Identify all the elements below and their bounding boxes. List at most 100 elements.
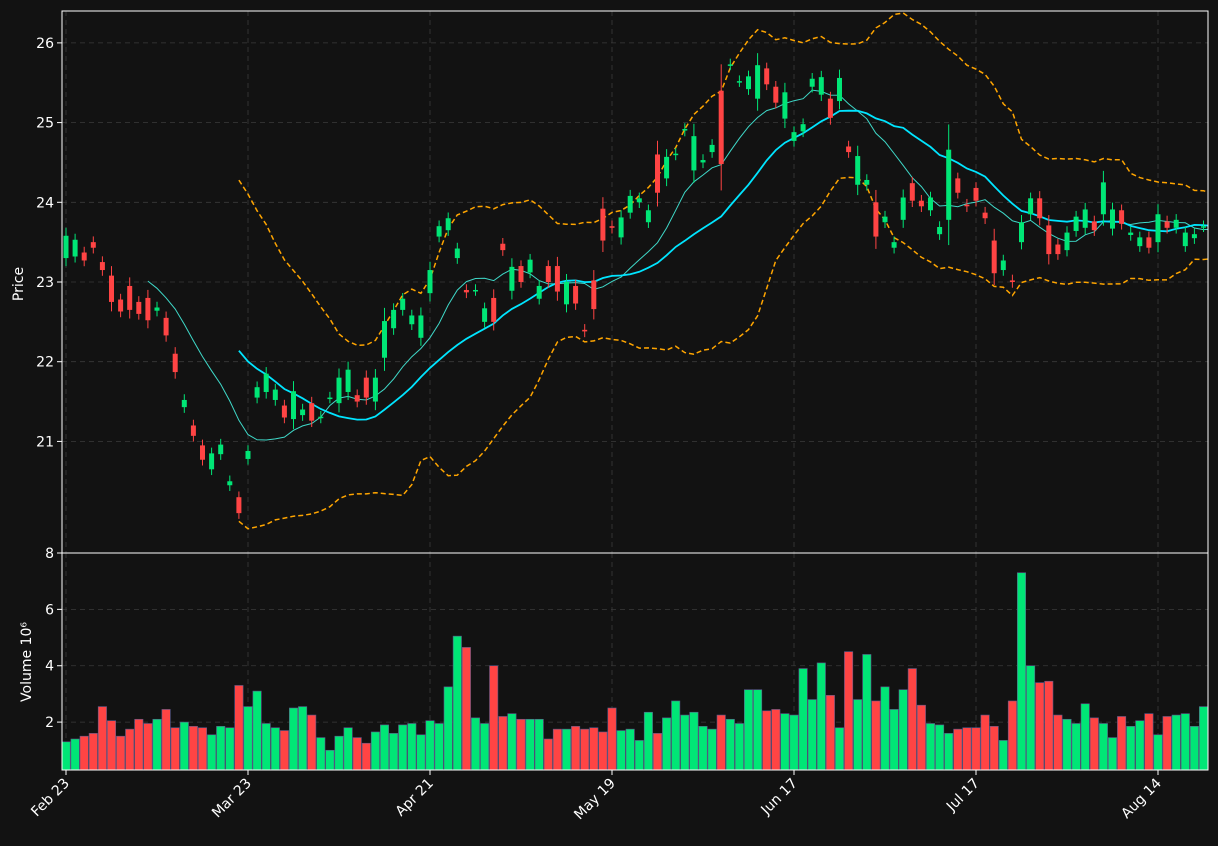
- candle-body: [264, 374, 269, 392]
- price-tick-label: 23: [36, 275, 54, 291]
- candle-body: [409, 315, 414, 324]
- candle-body: [100, 262, 105, 270]
- candle-body: [91, 242, 96, 248]
- candle-body: [1137, 237, 1142, 246]
- volume-bar: [653, 733, 661, 770]
- candle-body: [610, 226, 615, 228]
- volume-bar: [371, 732, 379, 770]
- candle-body: [209, 453, 214, 469]
- candle-body: [746, 76, 751, 89]
- volume-bar: [526, 719, 534, 770]
- price-tick-label: 21: [36, 434, 54, 450]
- volume-bar: [1036, 683, 1044, 770]
- volume-bar: [681, 715, 689, 770]
- volume-tick-label: 8: [45, 546, 54, 562]
- volume-bar: [417, 735, 425, 770]
- candle-body: [646, 210, 651, 222]
- candle-body: [464, 290, 469, 292]
- volume-bar: [690, 712, 698, 770]
- volume-bar: [253, 691, 261, 770]
- candle-body: [500, 244, 505, 250]
- candle-body: [564, 282, 569, 304]
- volume-bar: [1127, 726, 1135, 770]
- volume-bar: [308, 715, 316, 770]
- volume-bar: [1063, 719, 1071, 770]
- candle-body: [1019, 222, 1024, 242]
- volume-bar: [444, 687, 452, 770]
- candle-body: [364, 378, 369, 398]
- volume-bar: [817, 663, 825, 770]
- volume-bar: [262, 724, 270, 771]
- volume-tick-label: 4: [45, 659, 54, 675]
- candle-body: [291, 391, 296, 419]
- candle-body: [873, 202, 878, 236]
- volume-bar: [217, 726, 225, 770]
- candle-body: [155, 308, 160, 311]
- candle-body: [582, 330, 587, 332]
- volume-tick-label: 2: [45, 715, 54, 731]
- volume-bar: [344, 728, 352, 770]
- volume-bar: [1008, 701, 1016, 770]
- volume-bar: [981, 715, 989, 770]
- volume-bar: [617, 731, 625, 770]
- candle-body: [546, 266, 551, 282]
- candle-body: [1119, 210, 1124, 224]
- volume-bar: [854, 700, 862, 770]
- candle-body: [1128, 233, 1133, 235]
- candle-body: [701, 160, 706, 162]
- volume-bar: [763, 711, 771, 770]
- price-tick-label: 25: [36, 116, 54, 132]
- candle-body: [1174, 220, 1179, 228]
- volume-bar: [571, 726, 579, 770]
- candle-body: [300, 410, 305, 416]
- candle-body: [191, 425, 196, 435]
- volume-bar: [298, 707, 306, 770]
- candle-body: [764, 68, 769, 84]
- volume-bar: [135, 719, 143, 770]
- volume-bar: [863, 654, 871, 770]
- volume-bar: [380, 725, 388, 770]
- candle-body: [810, 79, 815, 87]
- candle-body: [955, 178, 960, 192]
- candle-body: [118, 300, 123, 312]
- volume-bar: [935, 725, 943, 770]
- volume-bar: [426, 721, 434, 770]
- candle-body: [318, 417, 323, 419]
- candle-body: [327, 398, 332, 400]
- volume-bar: [271, 728, 279, 770]
- candle-body: [182, 400, 187, 407]
- candle-body: [801, 124, 806, 131]
- candle-body: [491, 298, 496, 322]
- candle-body: [173, 354, 178, 372]
- candle-body: [382, 321, 387, 358]
- volume-bar: [453, 636, 461, 770]
- volume-bar: [553, 729, 561, 770]
- candle-body: [355, 395, 360, 401]
- volume-bar: [835, 728, 843, 770]
- candle-body: [164, 318, 169, 336]
- volume-bar: [808, 700, 816, 770]
- volume-bar: [289, 708, 297, 770]
- candle-body: [227, 481, 232, 485]
- candle-body: [109, 276, 114, 302]
- price-tick-label: 22: [36, 355, 54, 371]
- candle-body: [691, 136, 696, 170]
- candle-body: [1028, 198, 1033, 214]
- volume-bar: [726, 719, 734, 770]
- candle-body: [573, 286, 578, 304]
- volume-bar: [635, 740, 643, 770]
- candle-body: [437, 226, 442, 236]
- candle-body: [1165, 221, 1170, 227]
- candle-body: [473, 290, 478, 292]
- candle-body: [1183, 233, 1188, 247]
- volume-bar: [1099, 724, 1107, 771]
- volume-bar: [317, 738, 325, 770]
- candle-body: [919, 201, 924, 207]
- volume-bar: [963, 728, 971, 770]
- candle-body: [64, 236, 69, 258]
- volume-bar: [98, 707, 106, 770]
- candle-body: [819, 77, 824, 95]
- candle-body: [1037, 198, 1042, 218]
- volume-bar: [926, 724, 934, 771]
